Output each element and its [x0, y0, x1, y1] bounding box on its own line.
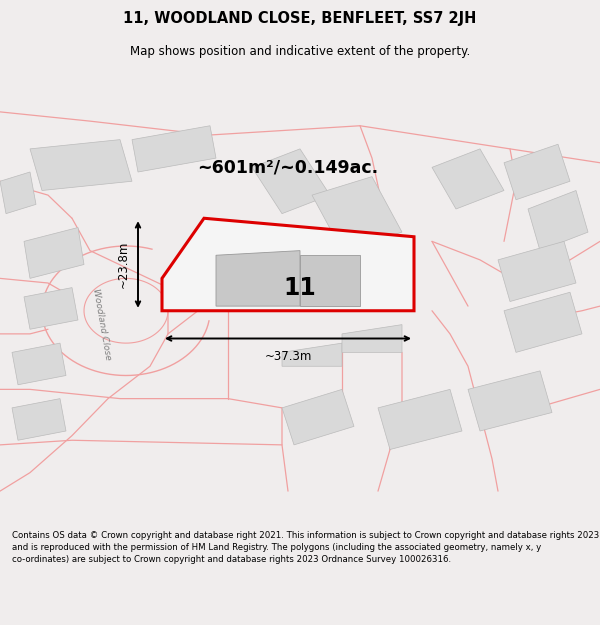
Polygon shape	[24, 228, 84, 278]
Polygon shape	[0, 172, 36, 214]
Polygon shape	[12, 399, 66, 440]
Text: ~601m²/~0.149ac.: ~601m²/~0.149ac.	[197, 158, 379, 176]
Text: 11, WOODLAND CLOSE, BENFLEET, SS7 2JH: 11, WOODLAND CLOSE, BENFLEET, SS7 2JH	[124, 11, 476, 26]
Polygon shape	[282, 389, 354, 445]
Polygon shape	[342, 324, 402, 352]
Polygon shape	[162, 218, 414, 311]
Polygon shape	[432, 149, 504, 209]
Polygon shape	[528, 191, 588, 251]
Polygon shape	[504, 292, 582, 352]
Polygon shape	[378, 389, 462, 449]
Polygon shape	[132, 126, 216, 172]
Polygon shape	[30, 139, 132, 191]
Text: Map shows position and indicative extent of the property.: Map shows position and indicative extent…	[130, 45, 470, 58]
Polygon shape	[468, 371, 552, 431]
Polygon shape	[252, 149, 330, 214]
Text: Woodland Close: Woodland Close	[91, 288, 113, 361]
Polygon shape	[498, 241, 576, 301]
Polygon shape	[12, 343, 66, 385]
Polygon shape	[216, 251, 300, 306]
Text: Contains OS data © Crown copyright and database right 2021. This information is : Contains OS data © Crown copyright and d…	[12, 531, 599, 564]
Text: ~23.8m: ~23.8m	[116, 241, 130, 288]
Polygon shape	[300, 255, 360, 306]
Text: 11: 11	[284, 276, 316, 299]
Polygon shape	[312, 177, 402, 251]
Polygon shape	[504, 144, 570, 200]
Polygon shape	[282, 343, 342, 366]
Text: ~37.3m: ~37.3m	[265, 350, 311, 363]
Polygon shape	[24, 288, 78, 329]
